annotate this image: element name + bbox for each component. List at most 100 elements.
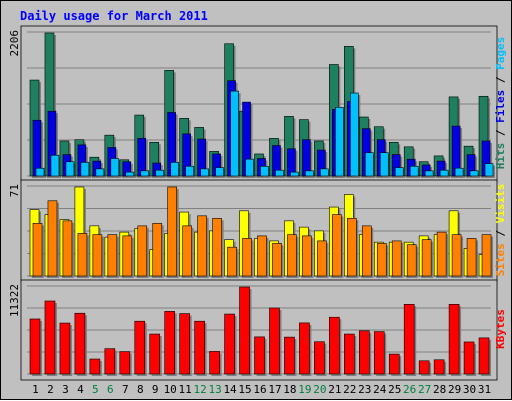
x-tick-label: 2: [47, 383, 54, 396]
bar-sites: [466, 238, 479, 278]
bar-pages: [125, 171, 136, 178]
right-legend: Sites / Visits: [494, 184, 507, 277]
legend-entry: Sites: [494, 243, 507, 276]
bar-kbytes: [403, 304, 417, 376]
bar-sites: [92, 234, 104, 278]
bar-kbytes: [433, 359, 447, 376]
panel-kbytes: 11322 KBytes: [8, 279, 507, 381]
bar-pages: [320, 168, 331, 178]
bar-kbytes: [104, 348, 117, 376]
chart-title: Daily usage for March 2011: [20, 9, 208, 23]
bar-pages: [35, 167, 46, 178]
bar-sites: [182, 225, 194, 278]
x-tick-label: 16: [253, 383, 266, 396]
legend-entry: /: [494, 123, 507, 143]
x-tick-label: 19: [298, 383, 311, 396]
bar-kbytes: [194, 320, 207, 376]
bar-kbytes: [119, 351, 132, 376]
bar-sites: [47, 200, 59, 278]
bar-pages: [200, 168, 211, 178]
bar-kbytes: [164, 311, 177, 376]
x-tick-label: 4: [77, 383, 84, 396]
right-legend: KBytes: [494, 309, 507, 349]
bar-sites: [481, 234, 494, 278]
bar-kbytes: [134, 320, 147, 376]
legend-entry: Pages: [494, 37, 507, 70]
bar-kbytes: [149, 333, 162, 376]
legend-entry: Visits: [494, 184, 507, 224]
x-tick-label: 18: [283, 383, 296, 396]
bar-sites: [347, 218, 359, 278]
bar-kbytes: [329, 316, 342, 376]
x-axis-labels: 1 2 3 4 5 6 7 8 9 10 11 12 13 14 15 16 17 18 19 20 21 22 23 24 2…: [32, 383, 491, 396]
bar-pages: [80, 162, 91, 178]
bar-pages: [454, 167, 466, 178]
bar-pages: [170, 162, 181, 178]
bar-sites: [421, 239, 434, 278]
legend-entry: Hits: [494, 143, 507, 170]
x-tick-label: 13: [208, 383, 221, 396]
panel-hits-files-pages: 2206 Hits / Files / Pages: [8, 25, 507, 183]
x-tick-label: 25: [388, 383, 401, 396]
y-max-label: 2206: [8, 30, 21, 57]
bar-pages: [424, 170, 436, 178]
bar-pages: [275, 169, 286, 178]
x-tick-label: 8: [137, 383, 144, 396]
bar-sites: [107, 234, 119, 278]
x-tick-label: 12: [194, 383, 207, 396]
bar-pages: [95, 168, 106, 178]
x-tick-label: 21: [328, 383, 341, 396]
bar-kbytes: [254, 336, 267, 376]
x-tick-label: 15: [238, 383, 251, 396]
x-tick-label: 5: [92, 383, 99, 396]
bar-kbytes: [74, 312, 87, 376]
bar-sites: [242, 238, 254, 278]
y-max-label: 71: [8, 184, 21, 197]
bar-kbytes: [284, 336, 297, 376]
bar-pages: [305, 170, 316, 178]
legend-entry: KBytes: [494, 309, 507, 349]
x-tick-label: 22: [343, 383, 356, 396]
bar-pages: [50, 154, 61, 178]
bar-sites: [272, 243, 284, 278]
bar-sites: [62, 220, 74, 278]
bar-kbytes: [388, 353, 402, 376]
x-tick-label: 17: [268, 383, 281, 396]
bar-sites: [406, 244, 419, 278]
bar-sites: [167, 186, 179, 278]
panel-visits-sites: 71 Sites / Visits: [8, 179, 507, 283]
bar-pages: [110, 158, 121, 178]
bar-kbytes: [269, 307, 282, 376]
bar-sites: [451, 234, 464, 278]
x-tick-label: 24: [373, 383, 387, 396]
legend-entry: /: [494, 223, 507, 243]
bar-kbytes: [478, 337, 492, 376]
bar-kbytes: [299, 322, 312, 376]
x-tick-label: 31: [478, 383, 491, 396]
y-max-label: 11322: [8, 284, 21, 317]
bar-kbytes: [358, 330, 372, 376]
x-tick-label: 26: [403, 383, 416, 396]
bar-sites: [77, 233, 89, 278]
bar-sites: [361, 225, 374, 278]
bar-pages: [245, 158, 256, 178]
bar-sites: [257, 235, 269, 278]
x-tick-label: 3: [62, 383, 69, 396]
bar-kbytes: [373, 331, 387, 376]
bar-kbytes: [463, 341, 477, 376]
x-tick-label: 29: [448, 383, 461, 396]
bar-sites: [302, 235, 314, 278]
bar-sites: [332, 214, 344, 278]
x-tick-label: 27: [418, 383, 431, 396]
x-tick-label: 23: [358, 383, 371, 396]
bar-sites: [137, 225, 149, 278]
bar-pages: [65, 161, 76, 178]
bar-kbytes: [29, 318, 42, 376]
bar-pages: [439, 169, 451, 178]
x-tick-label: 20: [313, 383, 326, 396]
bar-pages: [394, 167, 406, 178]
bar-kbytes: [448, 304, 462, 376]
bar-kbytes: [59, 322, 72, 376]
x-tick-label: 14: [223, 383, 237, 396]
